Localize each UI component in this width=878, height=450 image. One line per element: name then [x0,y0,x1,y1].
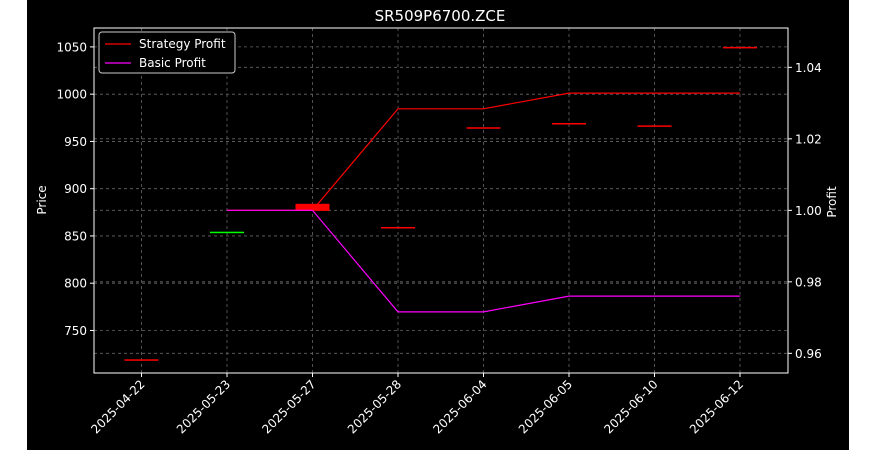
chart-svg: SR509P6700.ZCE 750 800 850 900 950 1000 1050 0… [35,7,839,436]
y-tick-label-right: 1.02 [795,132,822,146]
y-tick-label-left: 950 [64,135,87,149]
y-tick-label-left: 900 [64,182,87,196]
plot-frame [93,27,789,374]
y-tick-label-right: 1.00 [795,204,822,218]
series-line [227,209,740,313]
y-tick-label-left: 850 [64,229,87,243]
chart-title: SR509P6700.ZCE [375,7,506,25]
x-tick-label: 2025-05-28 [345,377,404,436]
x-tick-label: 2025-06-12 [687,377,746,436]
y-tick-label-left: 750 [64,324,87,338]
y-tick-label-right: 0.98 [795,275,822,289]
y-axis-label-right: Profit [825,186,839,218]
y-tick-label-right: 1.04 [795,61,822,75]
candle-body [210,231,244,234]
legend-box [98,31,236,74]
candle-body [295,203,330,211]
legend: Strategy Profit Basic Profit [98,31,236,74]
candle-body [124,359,159,361]
chart-figure: SR509P6700.ZCE 750 800 850 900 950 1000 1050 0… [27,0,849,450]
y-tick-label-left: 1050 [56,40,87,54]
x-tick-label: 2025-06-05 [516,377,575,436]
candle-body [637,125,672,127]
candle-body [381,226,415,229]
y-axis-label-left: Price [35,185,49,214]
x-tick-label: 2025-06-10 [601,377,660,436]
legend-label-basic: Basic Profit [139,56,206,70]
candle-body [466,127,501,129]
grid-lines [94,28,788,373]
candles-layer [124,46,757,361]
candle-body [723,46,757,49]
x-axis-ticks: 2025-04-22 2025-05-23 2025-05-27 2025-05-28… [88,373,746,436]
y-tick-label-right: 0.96 [795,347,822,361]
x-tick-label: 2025-05-27 [259,377,318,436]
x-tick-label: 2025-05-23 [174,377,233,436]
x-tick-label: 2025-04-22 [88,377,147,436]
y-tick-label-left: 800 [64,277,87,291]
legend-label-strategy: Strategy Profit [139,37,226,51]
x-tick-label: 2025-06-04 [430,377,489,436]
y-tick-label-left: 1000 [56,88,87,102]
left-axis-ticks: 750 800 850 900 950 1000 1050 [56,40,94,338]
right-axis-ticks: 0.96 0.98 1.00 1.02 1.04 [788,61,822,361]
candle-body [552,122,586,125]
series-lines-layer [227,92,740,313]
